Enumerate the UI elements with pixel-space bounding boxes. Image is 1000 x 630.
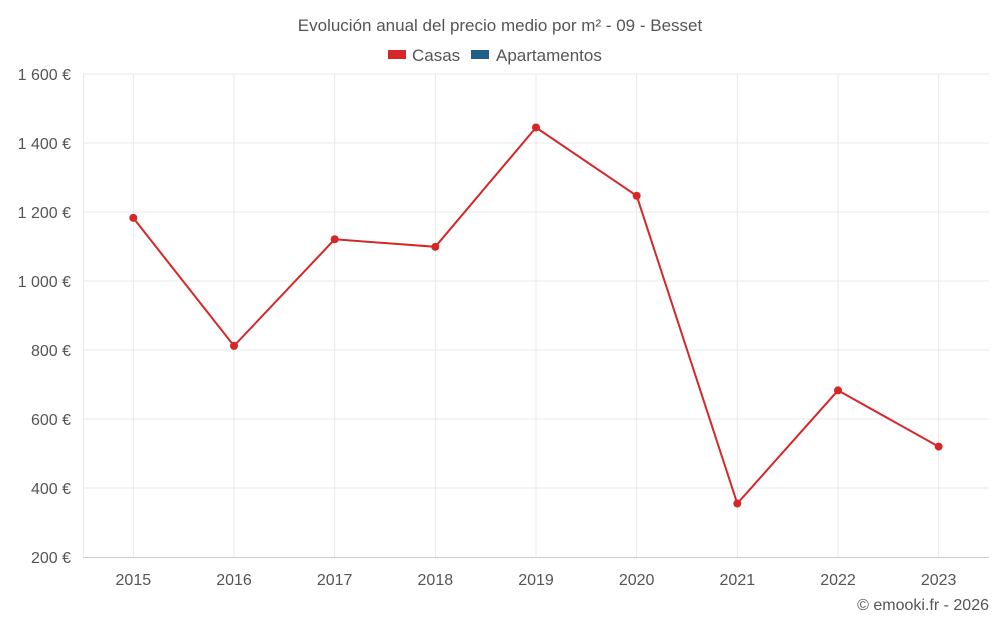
credit-text: © emooki.fr - 2026	[857, 597, 989, 614]
legend-label-apartamentos: Apartamentos	[496, 46, 602, 65]
data-point-casas-2018[interactable]	[431, 242, 440, 251]
x-tick-label: 2017	[317, 572, 353, 589]
legend-swatch-apartamentos	[471, 50, 489, 59]
x-tick-label: 2018	[418, 572, 454, 589]
y-tick-label: 800 €	[31, 343, 71, 360]
data-point-casas-2022[interactable]	[834, 386, 842, 395]
legend-swatch-casas	[388, 50, 406, 59]
y-tick-label: 1 600 €	[18, 67, 71, 84]
y-tick-label: 1 200 €	[18, 205, 71, 222]
data-point-casas-2021[interactable]	[733, 499, 742, 508]
legend-item-apartamentos[interactable]: Apartamentos	[471, 46, 602, 65]
y-tick-label: 200 €	[31, 550, 71, 567]
y-tick-label: 400 €	[31, 481, 71, 498]
x-tick-label: 2021	[720, 572, 756, 589]
data-point-casas-2023[interactable]	[934, 442, 943, 451]
legend-label-casas: Casas	[412, 46, 460, 65]
y-tick-label: 1 000 €	[18, 274, 71, 291]
grid	[83, 73, 989, 557]
chart-title: Evolución anual del precio medio por m² …	[298, 16, 703, 35]
x-tick-label: 2023	[921, 572, 957, 589]
data-point-casas-2020[interactable]	[632, 191, 641, 200]
x-tick-label: 2015	[116, 572, 152, 589]
data-point-casas-2017[interactable]	[330, 235, 339, 244]
data-point-casas-2016[interactable]	[230, 341, 238, 350]
data-point-casas-2015[interactable]	[129, 213, 138, 222]
series	[129, 123, 943, 508]
x-tick-label: 2019	[518, 572, 554, 589]
y-tick-label: 1 400 €	[18, 136, 71, 153]
y-tick-label: 600 €	[31, 412, 71, 429]
x-tick-label: 2016	[216, 572, 252, 589]
axes: 200 € 400 € 600 € 800 € 1 000 € 1 200 € 1 400 …	[18, 67, 989, 589]
data-point-casas-2019[interactable]	[532, 123, 540, 132]
x-tick-label: 2020	[619, 572, 655, 589]
legend-item-casas[interactable]: Casas	[388, 46, 460, 65]
legend: Casas Apartamentos	[388, 46, 602, 65]
x-tick-label: 2022	[820, 572, 856, 589]
